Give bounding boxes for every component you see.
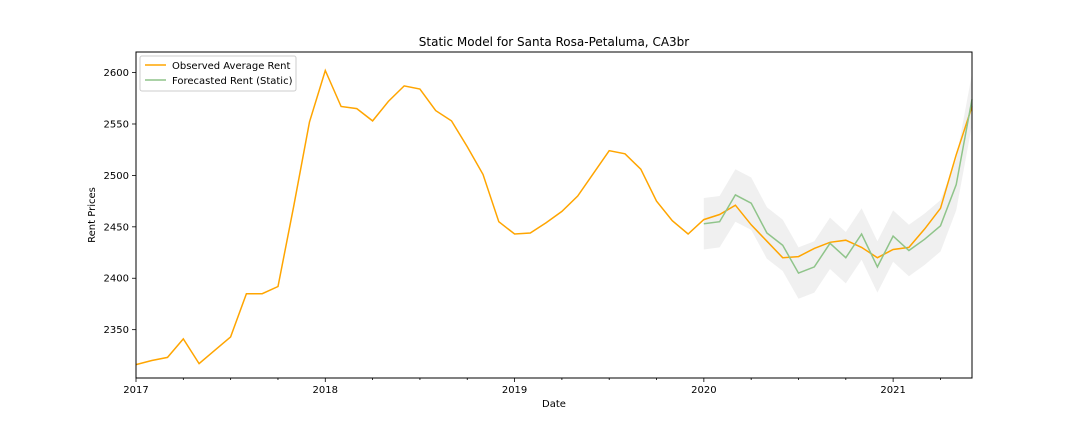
chart-title: Static Model for Santa Rosa-Petaluma, CA… <box>419 35 690 49</box>
legend-label-observed: Observed Average Rent <box>172 61 291 72</box>
y-tick-label: 2400 <box>104 274 129 285</box>
y-tick-label: 2350 <box>104 325 129 336</box>
x-tick-label: 2019 <box>502 385 527 396</box>
y-axis: 2350 2400 2450 2500 2550 2600 <box>104 68 136 336</box>
plot-frame <box>135 51 973 379</box>
legend-label-forecast: Forecasted Rent (Static) <box>172 76 293 87</box>
observed-average-rent-line <box>135 68 973 366</box>
legend-box <box>139 55 297 92</box>
x-tick-label: 2017 <box>123 385 148 396</box>
y-tick-label: 2600 <box>104 68 129 79</box>
legend: Observed Average Rent Forecasted Rent (S… <box>139 55 297 92</box>
y-axis-label: Rent Prices <box>87 187 98 243</box>
forecast-confidence-band <box>703 73 972 299</box>
x-tick-label: 2021 <box>880 385 905 396</box>
y-tick-label: 2550 <box>104 119 129 130</box>
y-tick-label: 2500 <box>104 171 129 182</box>
forecasted-rent-line <box>703 99 973 275</box>
plot-area <box>135 68 973 366</box>
x-axis: 2017 2018 2019 2020 2021 <box>123 378 941 396</box>
x-tick-label: 2020 <box>691 385 716 396</box>
x-tick-label: 2018 <box>313 385 338 396</box>
y-tick-label: 2450 <box>104 222 129 233</box>
x-axis-label: Date <box>542 399 566 410</box>
